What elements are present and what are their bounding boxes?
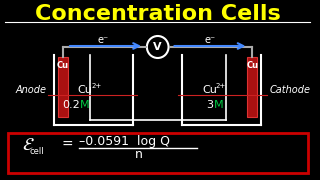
Circle shape	[147, 36, 169, 58]
Bar	[8, 133, 308, 173]
Text: Concentration Cells: Concentration Cells	[35, 4, 281, 24]
Text: Cu: Cu	[78, 85, 93, 95]
Text: 3: 3	[206, 100, 213, 110]
Text: Cathode: Cathode	[269, 85, 310, 95]
Text: Anode: Anode	[15, 85, 46, 95]
Text: Cu: Cu	[57, 60, 69, 69]
Text: e⁻: e⁻	[204, 35, 215, 45]
Text: Cu: Cu	[246, 60, 259, 69]
Text: e⁻: e⁻	[98, 35, 109, 45]
Text: cell: cell	[29, 147, 44, 156]
Text: V: V	[153, 42, 162, 52]
Text: M: M	[80, 100, 90, 110]
Text: 2+: 2+	[216, 83, 226, 89]
Text: –0.0591  log Q: –0.0591 log Q	[79, 134, 170, 147]
Text: M: M	[214, 100, 224, 110]
Text: $\mathcal{E}$: $\mathcal{E}$	[22, 136, 35, 154]
Text: 0.2: 0.2	[62, 100, 80, 110]
Bar	[247, 57, 257, 117]
Text: =: =	[61, 138, 73, 152]
Text: Cu: Cu	[202, 85, 217, 95]
Bar	[58, 57, 68, 117]
Text: 2+: 2+	[92, 83, 102, 89]
Text: n: n	[135, 148, 143, 161]
